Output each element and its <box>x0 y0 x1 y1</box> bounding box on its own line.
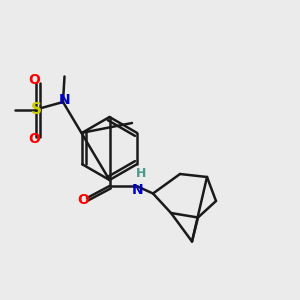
Text: O: O <box>28 132 40 146</box>
Text: H: H <box>136 167 146 180</box>
Text: N: N <box>59 94 70 107</box>
Text: O: O <box>77 193 89 206</box>
Text: O: O <box>28 73 40 86</box>
Text: S: S <box>31 102 41 117</box>
Text: N: N <box>132 183 144 196</box>
